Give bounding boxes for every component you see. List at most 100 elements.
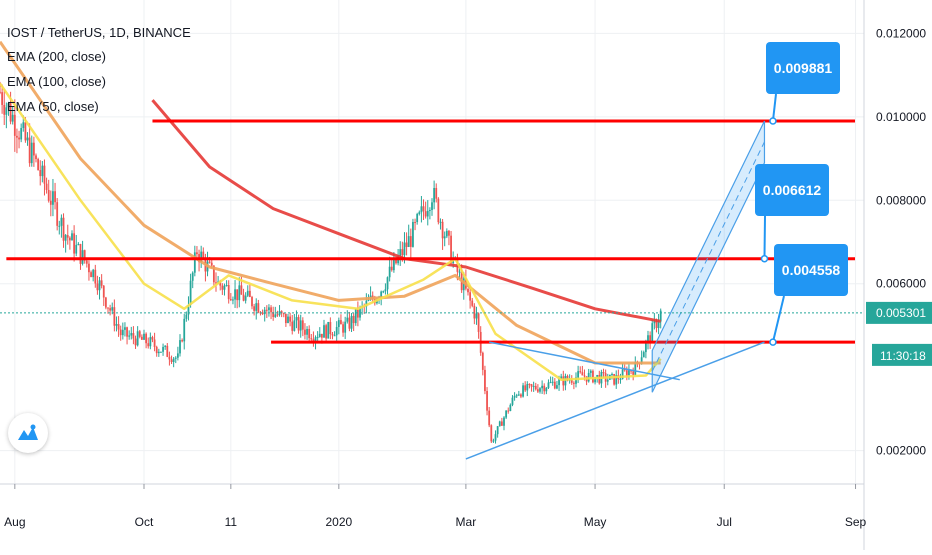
candle-body <box>352 315 355 324</box>
candle-body <box>615 375 618 385</box>
candle-body <box>583 375 586 377</box>
candle-body <box>577 371 580 378</box>
callout-anchor-dot[interactable] <box>760 254 769 263</box>
price-callout-upper-box[interactable] <box>766 42 840 94</box>
candle-body <box>469 292 472 301</box>
countdown-badge[interactable] <box>872 343 932 366</box>
candle-body <box>496 426 499 435</box>
candle-body <box>344 321 347 333</box>
candle-body <box>265 309 268 311</box>
candle-body <box>16 135 18 138</box>
tradingview-logo-icon[interactable] <box>8 413 48 453</box>
candle-body <box>284 313 287 324</box>
candle-body <box>509 404 512 412</box>
ema-100-line[interactable] <box>0 40 661 365</box>
candle-body <box>32 142 35 156</box>
candle-body <box>513 395 516 398</box>
descending-trendline[interactable] <box>489 341 680 381</box>
candle-body <box>115 324 118 326</box>
candle-body <box>409 236 412 247</box>
candle-body <box>183 318 186 342</box>
candle-body <box>107 307 109 309</box>
candle-body <box>329 322 332 335</box>
callout-pointer <box>771 93 777 122</box>
projection-channel[interactable] <box>651 120 766 393</box>
candle-body <box>140 336 143 340</box>
callout-anchor-dot[interactable] <box>769 117 777 125</box>
candle-body <box>543 385 546 392</box>
candle-body <box>462 278 465 291</box>
candle-body <box>77 244 80 246</box>
candle-body <box>293 320 296 331</box>
ema-50-line[interactable] <box>0 82 662 381</box>
candle-body <box>287 316 289 324</box>
candle-body <box>160 351 162 353</box>
candle-body <box>90 272 92 278</box>
ema-200-legend[interactable]: EMA (200, close) <box>7 49 106 64</box>
candle-body <box>651 323 654 342</box>
candle-body <box>490 425 493 442</box>
candle-body <box>187 304 190 315</box>
price-callout-middle-label: 0.006612 <box>763 182 822 198</box>
candle-body <box>1 92 4 105</box>
candle-body <box>659 310 662 322</box>
candle-body <box>58 225 61 227</box>
candle-body <box>43 165 46 184</box>
candle-body <box>47 189 50 201</box>
candle-body <box>94 269 97 284</box>
candle-body <box>299 320 302 331</box>
price-callout-middle-box[interactable] <box>755 164 829 216</box>
time-tick-label: Jul <box>717 515 732 529</box>
candle-body <box>170 359 173 362</box>
ascending-trendline[interactable] <box>465 341 765 460</box>
candle-body <box>473 305 476 319</box>
candle-body <box>433 187 436 203</box>
candle-body <box>278 311 281 315</box>
candle-body <box>54 191 56 203</box>
candle-body <box>630 370 632 372</box>
candle-body <box>549 382 552 384</box>
callout-anchor-dot[interactable] <box>769 338 777 346</box>
ema-50-legend[interactable]: EMA (50, close) <box>7 99 99 114</box>
candle-body <box>301 320 304 330</box>
candle-body <box>342 324 344 333</box>
candle-body <box>414 222 416 224</box>
candle-body <box>346 317 349 322</box>
candle-body <box>589 370 592 373</box>
candle-body <box>524 385 527 391</box>
candle-body <box>52 191 54 205</box>
candle-body <box>202 251 205 258</box>
candle-body <box>98 280 101 291</box>
price-callout-lower-box[interactable] <box>774 244 848 296</box>
candle-body <box>81 250 84 264</box>
candle-body <box>625 370 628 377</box>
candle-body <box>312 339 315 342</box>
candle-body <box>7 103 10 108</box>
candle-body <box>143 333 145 340</box>
candle-body <box>111 307 114 311</box>
candle-body <box>45 183 48 190</box>
price-callout-upper-label: 0.009881 <box>774 60 833 76</box>
candle-body <box>657 321 660 329</box>
ema-100-legend[interactable]: EMA (100, close) <box>7 74 106 89</box>
current-price-badge[interactable] <box>866 301 932 324</box>
candle-body <box>350 315 353 329</box>
candle-body <box>621 369 624 379</box>
candle-body <box>71 233 73 241</box>
candle-body <box>270 307 272 313</box>
current-price-label: 0.005301 <box>876 306 926 320</box>
candle-body <box>560 376 563 379</box>
candle-body <box>348 317 351 329</box>
candle-body <box>598 375 601 384</box>
candle-body <box>323 325 325 338</box>
candle-body <box>553 381 556 389</box>
candle-body <box>236 289 239 301</box>
candle-body <box>477 313 480 332</box>
candle-body <box>386 277 389 290</box>
candle-body <box>412 222 414 247</box>
candle-body <box>337 320 340 328</box>
candle-body <box>64 235 67 241</box>
candle-body <box>511 397 514 405</box>
